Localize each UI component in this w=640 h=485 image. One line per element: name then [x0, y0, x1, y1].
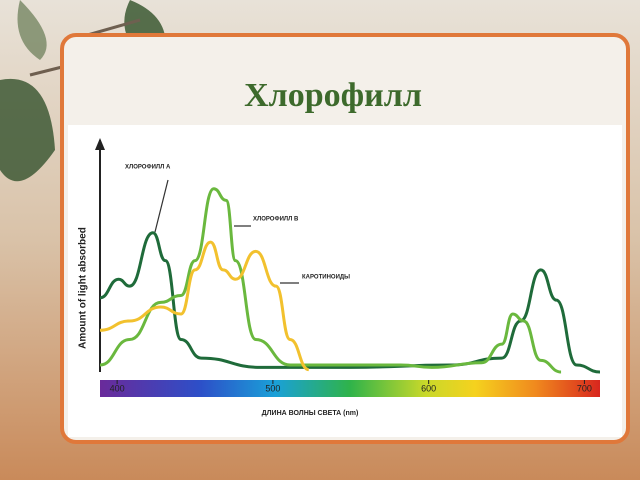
series-line — [99, 231, 601, 374]
x-tick-label: 500 — [265, 383, 280, 393]
y-axis-label: Amount of light absorbed — [78, 227, 89, 349]
x-tick-label: 700 — [577, 383, 592, 393]
series-label: ХЛОРОФИЛЛ А — [125, 165, 171, 171]
series-label: КАРОТИНОИДЫ — [302, 275, 350, 281]
y-axis-arrow — [95, 138, 105, 150]
series-line — [99, 187, 562, 374]
series-label: ХЛОРОФИЛЛ В — [253, 217, 299, 223]
spectrum-bar — [100, 380, 600, 397]
x-axis-label: ДЛИНА ВОЛНЫ СВЕТА (nm) — [262, 410, 359, 417]
slide-title: Хлорофилл — [244, 77, 422, 114]
series-line — [99, 240, 310, 372]
annotation-leader — [154, 179, 169, 233]
x-tick-label: 400 — [110, 383, 125, 393]
x-tick-label: 600 — [421, 383, 436, 393]
